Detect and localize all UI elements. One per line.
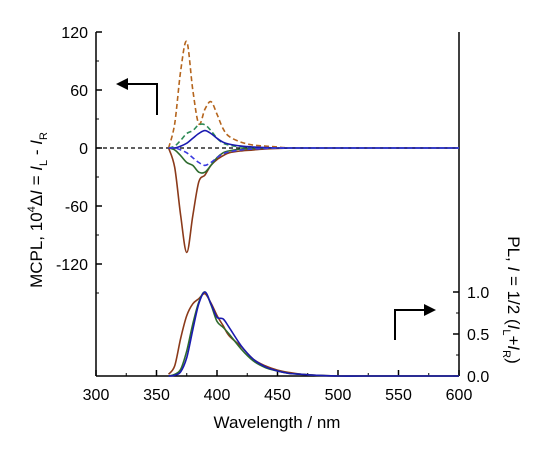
pl-series-blue [168, 291, 459, 377]
left-ylabel-part-4: = [27, 171, 46, 190]
left-ylabel-part-2: Δ [27, 195, 46, 206]
x-tick-label: 550 [385, 387, 412, 404]
right-arrow-icon [394, 304, 436, 340]
left-ylabel-part-7: - [27, 145, 46, 160]
right-ylabel-part-4: L [500, 329, 512, 335]
left-ylabel-part-1: 4 [26, 206, 38, 212]
right-ylabel-part-5: + [504, 335, 523, 345]
left-y-tick-label: 60 [70, 83, 88, 100]
right-ylabel-part-7: R [500, 350, 512, 358]
x-tick-label: 600 [446, 387, 473, 404]
right-ylabel-part-0: PL, [504, 236, 523, 266]
x-tick-label: 450 [264, 387, 291, 404]
mcpl-series-blue-solid [168, 129, 459, 149]
mcpl-series-blue-dashed [168, 147, 459, 167]
right-y-tick-label: 1.0 [467, 285, 489, 302]
left-ylabel-part-0: MCPL, 10 [27, 212, 46, 288]
mcpl-series-green-dashed [168, 123, 459, 149]
left-y-axis-title: MCPL, 104ΔI = IL - IR [26, 132, 50, 288]
left-y-tick-label: -120 [56, 257, 88, 274]
x-tick-label: 300 [83, 387, 110, 404]
series-layer [96, 40, 459, 377]
right-ylabel-part-2: = 1/2 ( [504, 271, 523, 325]
left-ylabel-part-6: L [38, 160, 50, 166]
x-tick-label: 500 [325, 387, 352, 404]
right-y-axis-title: PL, I = 1/2 (IL+IR) [500, 236, 523, 364]
left-ylabel-part-5: I [27, 166, 46, 171]
left-y-tick-label: 0 [79, 141, 88, 158]
left-ylabel-part-8: I [27, 140, 46, 145]
left-arrow-icon [116, 78, 158, 115]
x-axis-title: Wavelength / nm [214, 413, 341, 432]
left-y-tick-label: -60 [65, 199, 88, 216]
mcpl-series-brown-dashed [167, 40, 459, 149]
right-ylabel-part-1: I [504, 266, 523, 271]
right-ylabel-part-6: I [504, 345, 523, 350]
x-tick-label: 400 [204, 387, 231, 404]
left-y-tick-label: 120 [61, 25, 88, 42]
x-tick-label: 350 [143, 387, 170, 404]
right-y-tick-label: 0.0 [467, 369, 489, 386]
left-ylabel-part-9: R [38, 132, 50, 140]
left-ylabel-part-3: I [27, 190, 46, 195]
mcpl-series-green-solid [168, 147, 459, 174]
right-ylabel-part-8: ) [504, 358, 523, 364]
ticks-layer: 300 350 400 450 500 550 600120600-60-1201.00.5… [56, 25, 489, 404]
right-ylabel-part-3: I [504, 325, 523, 330]
right-y-tick-label: 0.5 [467, 327, 489, 344]
